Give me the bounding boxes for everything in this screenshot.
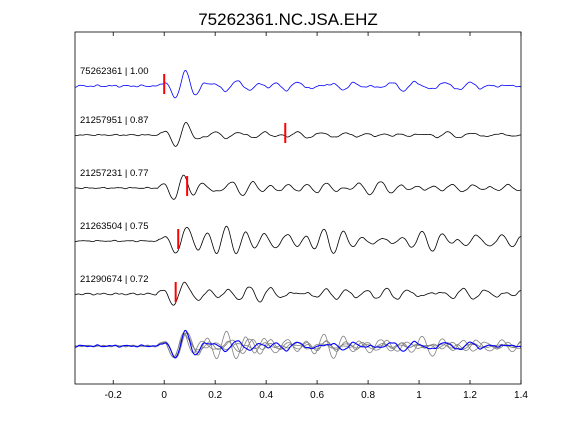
- x-tick-label: 1.2: [463, 390, 477, 401]
- trace-4-waveform: [74, 225, 522, 255]
- traces-layer: [74, 69, 522, 306]
- axes-frame: [74, 31, 522, 385]
- x-tick-label: 0.4: [259, 390, 273, 401]
- chart-title: 75262361.NC.JSA.EHZ: [198, 10, 378, 29]
- x-axis: -0.2 0 0.2 0.4 0.6 0.8 1 1.2 1.4: [105, 32, 528, 401]
- trace-1-waveform: [74, 69, 522, 99]
- trace-3-waveform: [74, 174, 522, 200]
- trace-2-waveform: [74, 121, 522, 147]
- overlay-trace-5: [74, 333, 522, 358]
- trace-3-label: 21257231 | 0.77: [80, 168, 149, 179]
- x-tick-label: 1: [416, 390, 422, 401]
- x-tick-label: 0.6: [310, 390, 324, 401]
- trace-5-waveform: [74, 281, 522, 306]
- trace-1-label: 75262361 | 1.00: [80, 66, 149, 77]
- trace-4-label: 21263504 | 0.75: [80, 221, 149, 232]
- x-tick-label: 0: [161, 390, 167, 401]
- overlay-master-trace: [74, 329, 522, 359]
- x-tick-label: 0.2: [208, 390, 222, 401]
- trace-5-label: 21290674 | 0.72: [80, 274, 149, 285]
- x-tick-label: 1.4: [514, 390, 528, 401]
- overlay-stack: [74, 329, 522, 360]
- x-tick-label: -0.2: [105, 390, 123, 401]
- trace-2-label: 21257951 | 0.87: [80, 115, 149, 126]
- trace-labels: 75262361 | 1.00 21257951 | 0.87 21257231 |…: [80, 66, 149, 285]
- x-tick-label: 0.8: [361, 390, 375, 401]
- picks-layer: [163, 74, 287, 302]
